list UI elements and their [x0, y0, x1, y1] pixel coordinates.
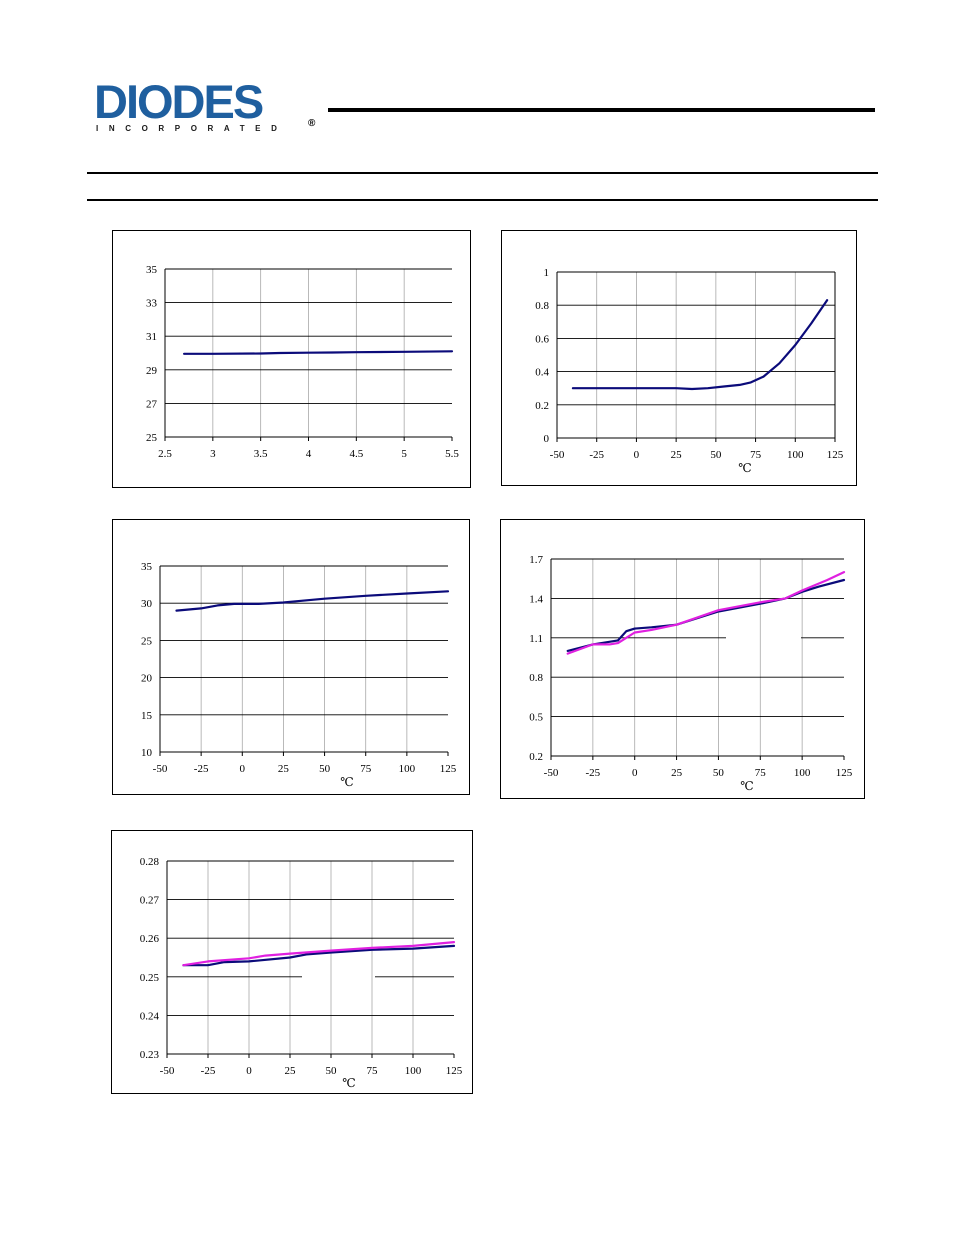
x-tick-label: 125	[446, 1065, 463, 1077]
series-line-1	[175, 590, 450, 612]
x-tick-label: 5	[401, 448, 407, 460]
y-tick-label: 31	[146, 331, 157, 343]
chart-panel-2: -50 -25 0 25 50 75 100 125 1 0.8 0.6 0.4 0.2 0 ℃	[501, 230, 857, 486]
chart-svg: -50 -25 0 25 50 75 100 125 35 30 25 20 15 10 ℃	[141, 561, 457, 789]
x-tick-label: 0	[634, 449, 640, 461]
y-tick-label: 1.7	[529, 554, 543, 566]
chart-svg: -50 -25 0 25 50 75 100 125 1 0.8 0.6 0.4 0.2 0 ℃	[535, 267, 844, 475]
y-tick-label: 0	[544, 433, 550, 445]
series-line-2	[566, 570, 846, 655]
x-tick-label: -50	[544, 767, 559, 779]
chart-svg: -50 -25 0 25 50 75 100 125 1.7 1.4 1.1 0.8 0.5 0.2 ℃	[529, 554, 853, 793]
x-axis-unit: ℃	[738, 461, 751, 475]
header-rule	[328, 108, 875, 112]
x-tick-label: 75	[755, 767, 767, 779]
y-tick-label: 15	[141, 710, 153, 722]
series-line-2	[182, 940, 456, 967]
x-tick-label: 25	[671, 767, 683, 779]
y-tick-label: 0.23	[140, 1049, 160, 1061]
x-tick-label: 4	[306, 448, 312, 460]
y-tick-label: 0.4	[535, 367, 549, 379]
x-tick-label: -25	[194, 763, 209, 775]
y-tick-label: 0.28	[140, 856, 160, 868]
x-tick-label: 100	[787, 449, 804, 461]
x-tick-label: 25	[671, 449, 683, 461]
x-tick-label: 100	[399, 763, 416, 775]
y-tick-label: 35	[141, 561, 153, 573]
y-tick-label: 0.24	[140, 1010, 160, 1022]
y-tick-label: 0.6	[535, 333, 549, 345]
chart-panel-3: -50 -25 0 25 50 75 100 125 35 30 25 20 15 10 ℃	[112, 519, 470, 795]
x-tick-label: 75	[750, 449, 762, 461]
y-tick-label: 10	[141, 747, 153, 759]
x-tick-label: -50	[550, 449, 565, 461]
logo-subtext: INCORPORATED	[96, 124, 288, 133]
chart-panel-5: -50 -25 0 25 50 75 100 125 0.28 0.27 0.26 0.25 0.24 0…	[111, 830, 473, 1094]
y-tick-label: 29	[146, 365, 158, 377]
logo-text: DIODES	[94, 75, 264, 128]
y-tick-label: 0.2	[535, 400, 549, 412]
y-tick-label: 1	[544, 267, 550, 279]
y-tick-label: 25	[141, 635, 153, 647]
chart-panel-4: -50 -25 0 25 50 75 100 125 1.7 1.4 1.1 0.8 0.5 0.2 ℃	[500, 519, 865, 799]
x-tick-label: 100	[794, 767, 811, 779]
x-tick-label: 75	[367, 1065, 379, 1077]
y-tick-label: 0.8	[535, 300, 549, 312]
x-tick-label: 25	[285, 1065, 297, 1077]
series-line-1	[182, 350, 454, 355]
x-tick-label: 0	[632, 767, 638, 779]
x-tick-label: 4.5	[349, 448, 363, 460]
diodes-logo: DIODES INCORPORATED ®	[94, 78, 324, 136]
x-tick-label: -25	[589, 449, 604, 461]
y-tick-label: 0.27	[140, 895, 160, 907]
chart-panel-1: 2.5 3 3.5 4 4.5 5 5.5 35 33 31 29 27 25	[112, 230, 471, 488]
y-tick-label: 25	[146, 432, 158, 444]
y-tick-label: 1.1	[529, 633, 543, 645]
y-tick-label: 33	[146, 298, 158, 310]
x-tick-label: 0	[240, 763, 246, 775]
y-tick-label: 0.25	[140, 972, 160, 984]
y-tick-label: 1.4	[529, 593, 543, 605]
y-tick-label: 35	[146, 264, 158, 276]
x-axis-unit: ℃	[740, 779, 753, 793]
series-line-1	[182, 944, 456, 967]
x-tick-label: 125	[440, 763, 457, 775]
x-tick-label: -50	[153, 763, 168, 775]
y-tick-label: 0.26	[140, 933, 160, 945]
x-axis-unit: ℃	[340, 775, 353, 789]
section-rule-top	[87, 172, 878, 174]
y-tick-label: 20	[141, 673, 153, 685]
x-tick-label: 50	[713, 767, 725, 779]
x-tick-label: 50	[326, 1065, 338, 1077]
logo-registered-mark: ®	[308, 118, 316, 129]
x-tick-label: 75	[360, 763, 372, 775]
section-rule-bottom	[87, 199, 878, 201]
x-tick-label: 2.5	[158, 448, 172, 460]
x-tick-label: -25	[586, 767, 601, 779]
x-tick-label: -25	[201, 1065, 216, 1077]
y-tick-label: 27	[146, 398, 158, 410]
x-tick-label: 0	[246, 1065, 252, 1077]
x-tick-label: -50	[160, 1065, 175, 1077]
x-tick-label: 3.5	[254, 448, 268, 460]
chart-svg: -50 -25 0 25 50 75 100 125 0.28 0.27 0.26 0.25 0.24 0…	[140, 856, 463, 1090]
x-tick-label: 100	[405, 1065, 422, 1077]
y-tick-label: 0.2	[529, 751, 543, 763]
x-tick-label: 125	[836, 767, 853, 779]
x-tick-label: 125	[827, 449, 844, 461]
y-tick-label: 30	[141, 598, 153, 610]
x-tick-label: 50	[319, 763, 331, 775]
x-tick-label: 25	[278, 763, 290, 775]
x-axis-unit: ℃	[342, 1076, 355, 1090]
chart-svg: 2.5 3 3.5 4 4.5 5 5.5 35 33 31 29 27 25	[146, 264, 459, 460]
y-tick-label: 0.5	[529, 712, 543, 724]
x-tick-label: 3	[210, 448, 216, 460]
x-tick-label: 50	[710, 449, 722, 461]
series-line-1	[571, 299, 829, 391]
x-tick-label: 5.5	[445, 448, 459, 460]
y-tick-label: 0.8	[529, 672, 543, 684]
